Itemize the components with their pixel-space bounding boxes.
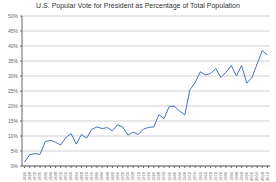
svg-text:1892: 1892 (109, 172, 115, 181)
svg-text:1960: 1960 (197, 172, 203, 181)
svg-text:1956: 1956 (192, 172, 198, 181)
svg-text:1896: 1896 (115, 172, 120, 181)
svg-text:10%: 10% (8, 133, 19, 139)
svg-text:1856: 1856 (63, 172, 69, 181)
svg-text:1948: 1948 (182, 172, 188, 181)
svg-text:1932: 1932 (161, 172, 167, 181)
svg-text:1860: 1860 (68, 172, 74, 181)
svg-text:1980: 1980 (223, 172, 229, 181)
svg-text:1940: 1940 (171, 172, 177, 181)
html-text:U.S. Popular Vote for Presiden: U.S. Popular Vote for President as Perce… (36, 2, 240, 9)
svg-text:1936: 1936 (166, 172, 172, 181)
svg-text:1828: 1828 (27, 172, 33, 181)
svg-text:20%: 20% (8, 103, 19, 109)
svg-text:1996: 1996 (244, 172, 250, 181)
svg-text:25%: 25% (8, 88, 19, 94)
svg-text:1908: 1908 (130, 172, 136, 181)
svg-text:1864: 1864 (73, 172, 79, 181)
svg-text:1888: 1888 (104, 172, 110, 181)
svg-text:2000: 2000 (249, 172, 255, 181)
svg-text:1832: 1832 (32, 172, 38, 181)
svg-text:1972: 1972 (213, 172, 219, 181)
svg-text:1976: 1976 (218, 172, 224, 181)
svg-text:1848: 1848 (53, 172, 58, 181)
svg-text:2012: 2012 (265, 171, 268, 181)
svg-text:1880: 1880 (94, 172, 100, 181)
svg-text:1824: 1824 (22, 172, 27, 181)
svg-text:1984: 1984 (228, 172, 234, 181)
svg-text:1916: 1916 (140, 172, 146, 181)
svg-text:1912: 1912 (135, 172, 141, 181)
svg-text:1884: 1884 (99, 172, 105, 181)
svg-text:45%: 45% (8, 28, 19, 34)
svg-text:35%: 35% (8, 58, 19, 64)
svg-text:1840: 1840 (42, 172, 48, 181)
svg-text:30%: 30% (8, 73, 19, 79)
svg-text:1852: 1852 (58, 172, 64, 181)
svg-text:1920: 1920 (146, 172, 151, 181)
svg-text:15%: 15% (8, 118, 19, 124)
svg-text:1992: 1992 (239, 172, 244, 181)
svg-text:50%: 50% (8, 13, 19, 19)
svg-text:2008: 2008 (259, 172, 265, 181)
svg-text:1924: 1924 (151, 172, 157, 181)
svg-text:2004: 2004 (254, 172, 260, 181)
svg-text:1944: 1944 (177, 172, 182, 181)
svg-text:1964: 1964 (202, 172, 208, 181)
svg-text:0%: 0% (11, 163, 19, 169)
svg-text:40%: 40% (8, 43, 19, 49)
svg-text:1988: 1988 (233, 172, 239, 181)
svg-text:1836: 1836 (37, 172, 43, 181)
svg-text:1868: 1868 (78, 172, 84, 181)
svg-text:1968: 1968 (208, 172, 213, 181)
svg-text:1952: 1952 (187, 172, 193, 181)
svg-text:1904: 1904 (125, 172, 131, 181)
svg-text:1876: 1876 (89, 172, 95, 181)
svg-text:1928: 1928 (156, 172, 162, 181)
svg-text:1844: 1844 (47, 172, 53, 181)
svg-text:1900: 1900 (120, 172, 126, 181)
svg-text:1872: 1872 (84, 172, 89, 181)
svg-text:5%: 5% (11, 148, 19, 154)
